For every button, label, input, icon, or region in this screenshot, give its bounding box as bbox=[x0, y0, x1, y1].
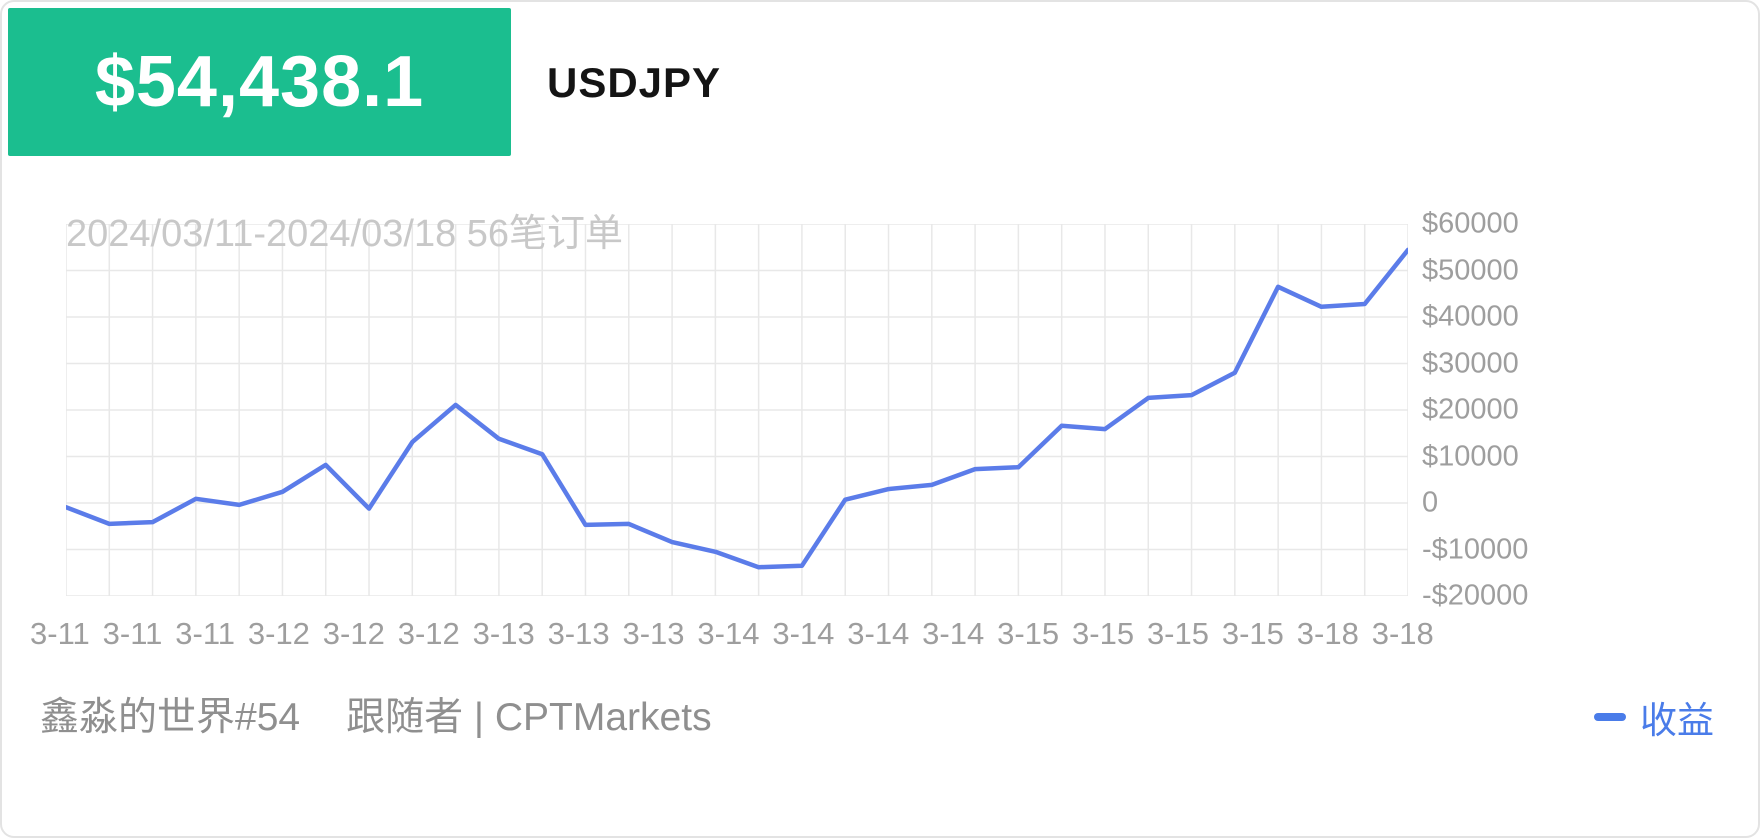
x-axis-tick: 3-18 bbox=[1371, 616, 1434, 651]
symbol-title: USDJPY bbox=[547, 59, 722, 106]
x-axis-tick: 3-15 bbox=[997, 616, 1060, 651]
y-axis-tick: $60000 bbox=[1422, 207, 1519, 240]
y-axis-tick: $30000 bbox=[1422, 347, 1519, 379]
profit-line-chart bbox=[66, 224, 1408, 596]
y-axis-tick: $40000 bbox=[1422, 300, 1519, 333]
x-axis-tick: 3-11 bbox=[102, 616, 163, 651]
profit-badge: $54,438.1 bbox=[8, 8, 511, 156]
legend-line-icon bbox=[1594, 713, 1626, 721]
x-axis-tick: 3-15 bbox=[1146, 616, 1209, 651]
y-axis-tick: -$20000 bbox=[1422, 579, 1529, 612]
x-axis-tick: 3-14 bbox=[697, 616, 760, 651]
x-axis-tick: 3-15 bbox=[1221, 616, 1284, 651]
x-axis-tick: 3-14 bbox=[922, 616, 985, 651]
y-axis-tick: -$10000 bbox=[1422, 533, 1529, 565]
x-axis-tick: 3-15 bbox=[1072, 616, 1135, 651]
x-axis-tick: 3-13 bbox=[472, 616, 535, 651]
legend-label: 收益 bbox=[1640, 700, 1714, 741]
x-axis-tick: 3-12 bbox=[322, 616, 385, 651]
y-axis-labels: $60000 $50000 $40000 $30000 $20000 $10000 0 -$1… bbox=[1422, 208, 1552, 612]
x-axis-tick: 3-14 bbox=[772, 616, 835, 651]
account-name: 鑫淼的世界#54 bbox=[40, 696, 301, 739]
account-description: 跟随者 | CPTMarkets bbox=[346, 696, 712, 739]
y-axis-tick: $10000 bbox=[1422, 440, 1519, 472]
x-axis-tick: 3-11 bbox=[30, 616, 90, 651]
legend-item-profit[interactable]: 收益 bbox=[1594, 690, 1714, 744]
profit-value: $54,438.1 bbox=[94, 42, 425, 122]
x-axis-tick: 3-12 bbox=[397, 616, 460, 651]
y-axis-tick: 0 bbox=[1422, 486, 1439, 519]
x-axis-tick: 3-18 bbox=[1296, 616, 1359, 651]
y-axis-tick: $20000 bbox=[1422, 393, 1519, 426]
x-axis-tick: 3-13 bbox=[547, 616, 610, 651]
chart-title: 2024/03/11-2024/03/18 56笔订单 bbox=[66, 213, 624, 255]
y-axis-tick: $50000 bbox=[1422, 254, 1519, 286]
x-axis-labels: 3-11 3-11 3-11 3-12 3-12 3-12 3-13 3-13 3-13 3-14… bbox=[30, 616, 1434, 652]
x-axis-tick: 3-12 bbox=[247, 616, 310, 651]
x-axis-tick: 3-11 bbox=[175, 616, 235, 651]
footer: 鑫淼的世界#54 跟随者 | CPTMarkets bbox=[40, 686, 712, 742]
x-axis-tick: 3-13 bbox=[622, 616, 685, 651]
x-axis-tick: 3-14 bbox=[847, 616, 910, 651]
